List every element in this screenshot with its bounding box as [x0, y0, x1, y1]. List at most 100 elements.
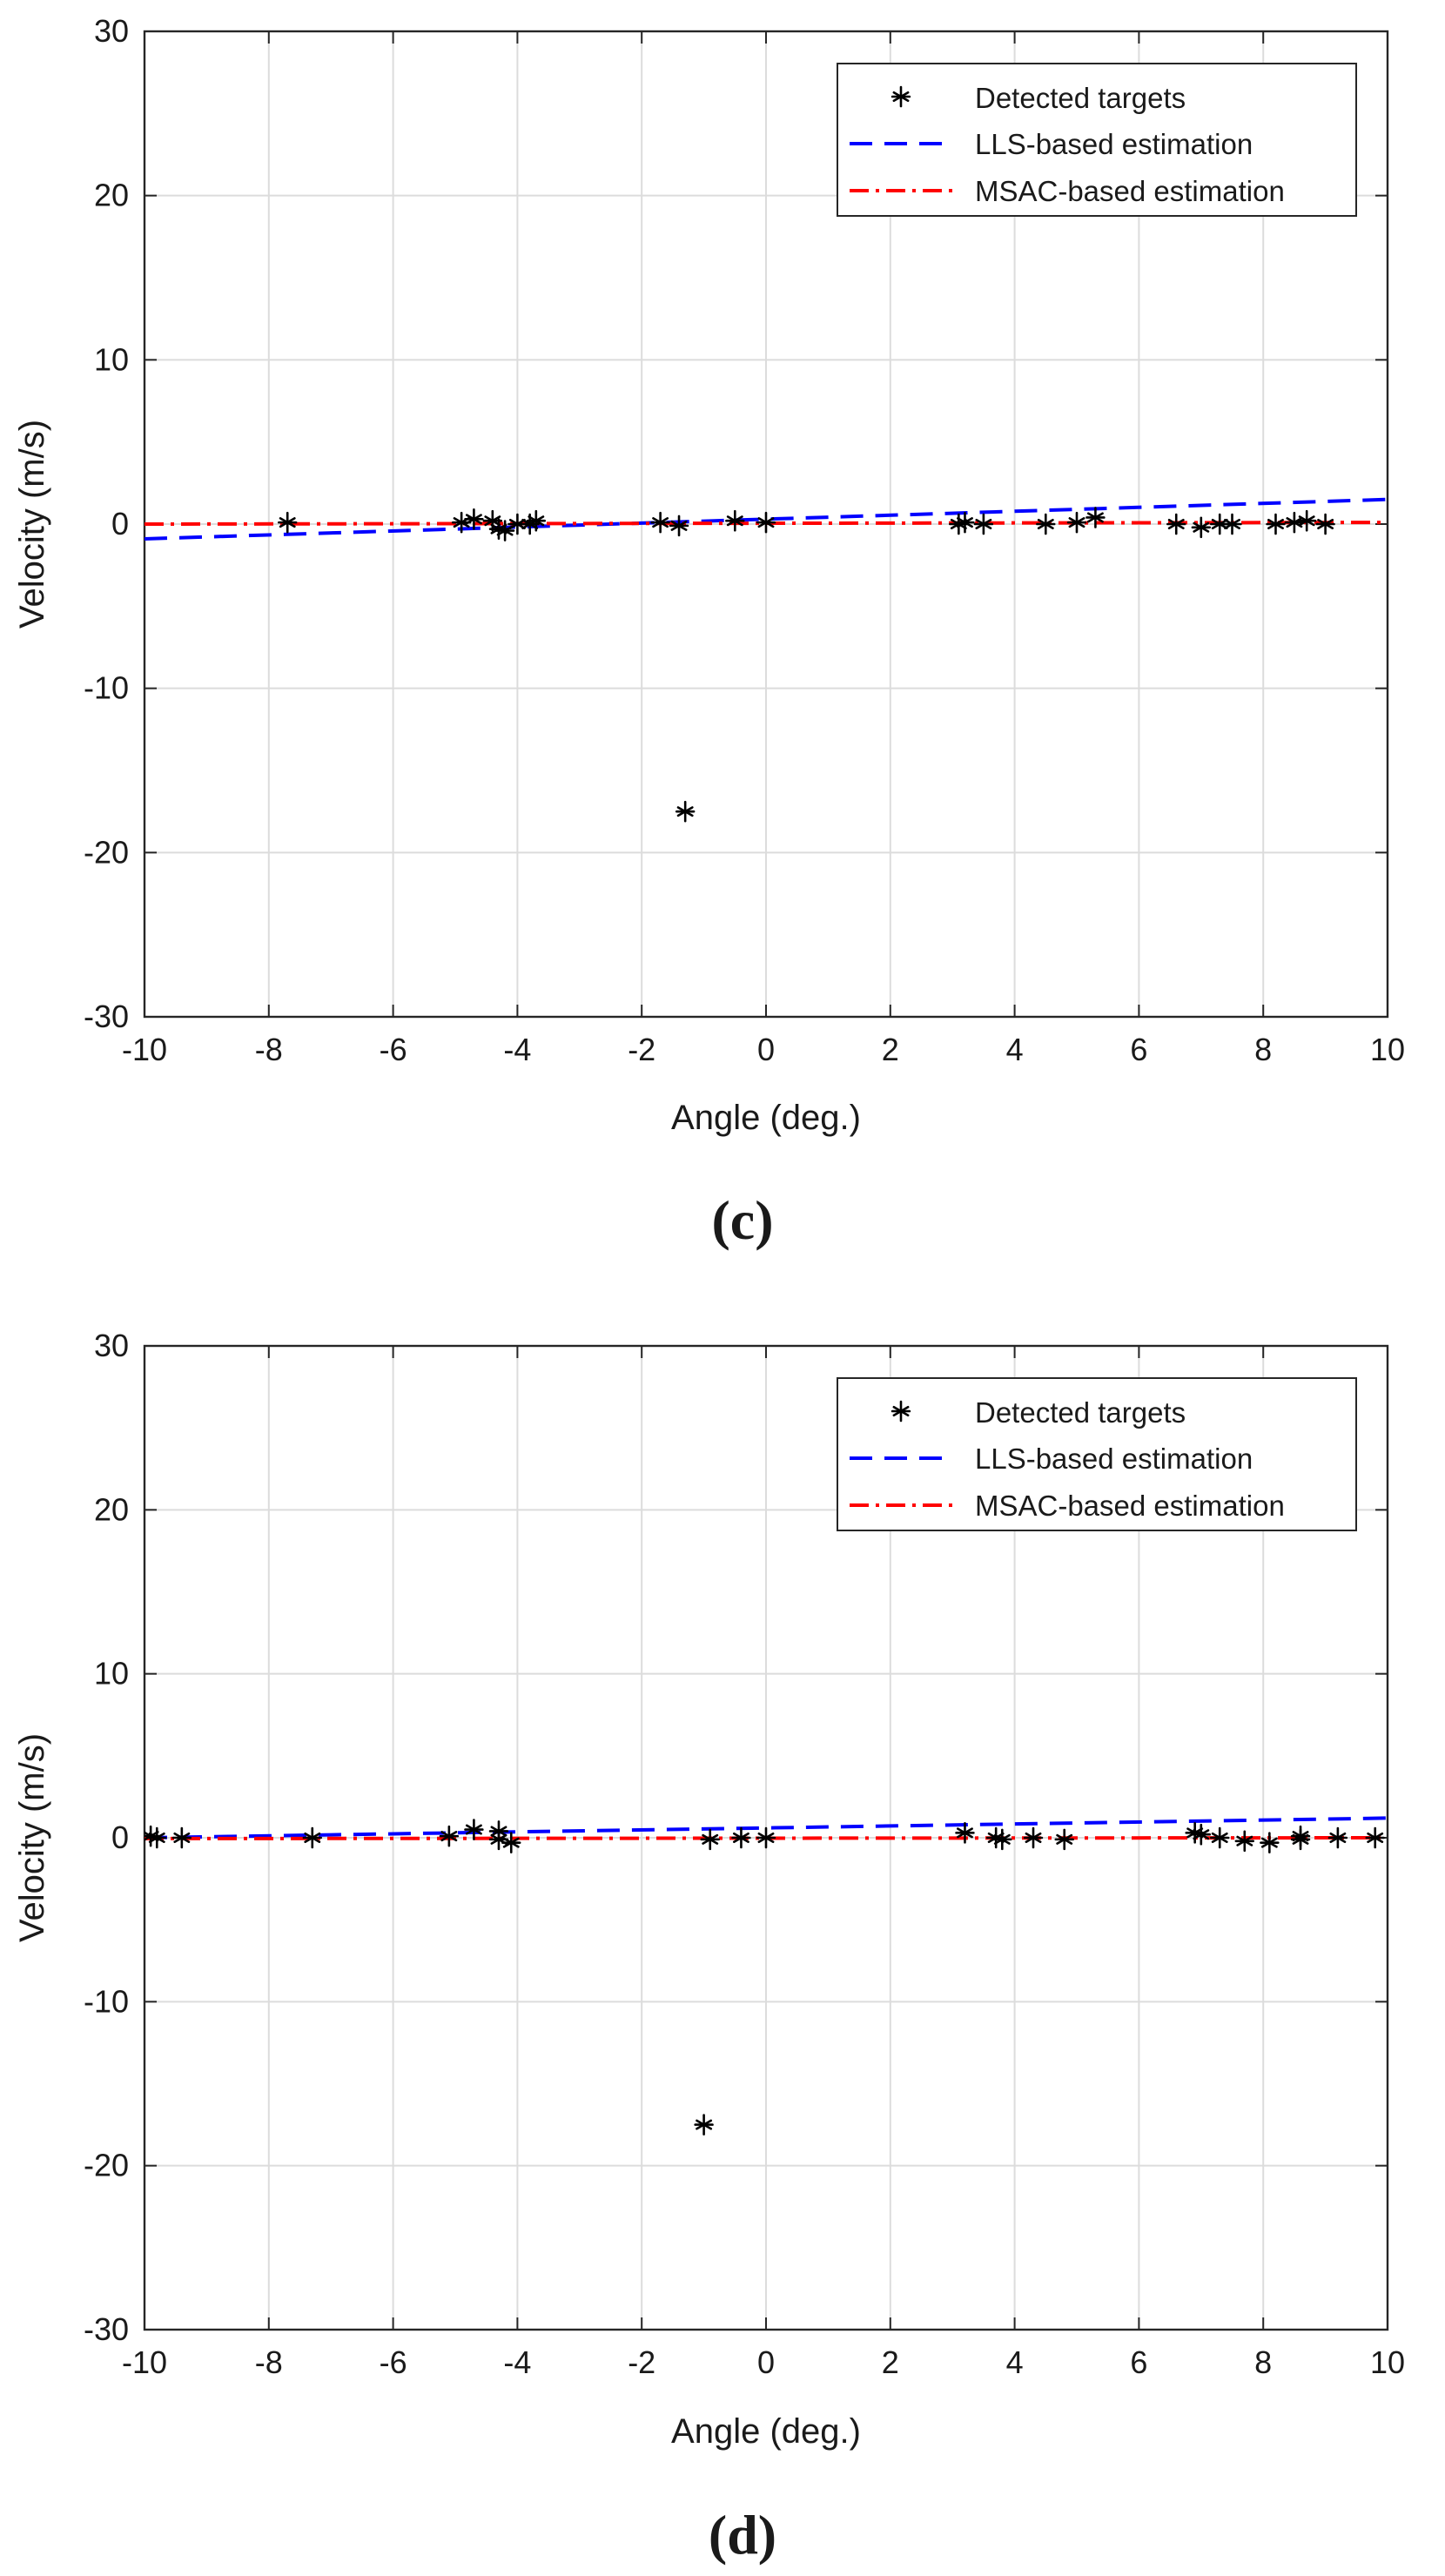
panel-label: (d) [709, 2504, 776, 2566]
data-point-marker [694, 2114, 714, 2135]
data-point-marker [1260, 1832, 1280, 1853]
x-tick-label: -6 [380, 1032, 407, 1067]
legend-label-lls: LLS-based estimation [975, 1443, 1253, 1475]
data-point-marker [973, 513, 994, 535]
legend-swatch-detected-targets [891, 1400, 911, 1423]
y-tick-label: 20 [94, 1491, 129, 1527]
data-point-marker [501, 1832, 521, 1853]
legend: Detected targets LLS-based estimation MS… [837, 1377, 1357, 1531]
legend-label-detected-targets: Detected targets [975, 82, 1186, 114]
data-point-marker [1036, 513, 1056, 535]
series-points-detected-targets [278, 507, 1335, 823]
data-point-marker [675, 800, 696, 823]
series-points-detected-targets [144, 1819, 1385, 2135]
legend: Detected targets LLS-based estimation MS… [837, 63, 1357, 217]
data-point-marker [464, 1819, 484, 1840]
y-tick-label: -20 [84, 2148, 129, 2183]
y-axis-label: Velocity (m/s) [13, 1733, 51, 1942]
x-tick-label: -10 [122, 2344, 167, 2380]
panel-label: (c) [711, 1189, 773, 1251]
x-tick-label: -8 [255, 2344, 283, 2380]
legend-label-detected-targets: Detected targets [975, 1396, 1186, 1429]
data-point-marker [1327, 1826, 1348, 1849]
x-tick-label: 8 [1254, 1032, 1272, 1067]
x-tick-label: -2 [628, 1032, 655, 1067]
x-tick-label: -4 [503, 2344, 531, 2380]
data-point-marker [1066, 511, 1087, 534]
x-tick-label: -4 [503, 1032, 531, 1067]
legend-label-msac: MSAC-based estimation [975, 1490, 1285, 1522]
y-tick-labels: -30 -20 -10 0 10 20 30 [84, 13, 129, 1034]
y-tick-label: 0 [111, 506, 129, 541]
data-point-marker [171, 1826, 192, 1849]
x-tick-labels: -10 -8 -6 -4 -2 0 2 4 6 8 10 [122, 1032, 1405, 1067]
x-tick-label: 6 [1130, 2344, 1147, 2380]
legend-label-msac: MSAC-based estimation [975, 175, 1285, 207]
x-tick-label: 4 [1006, 1032, 1024, 1067]
data-point-marker [725, 509, 745, 532]
data-point-marker [302, 1826, 322, 1849]
x-tick-label: 8 [1254, 2344, 1272, 2380]
data-point-marker [526, 509, 547, 532]
data-point-marker [1210, 1826, 1230, 1849]
y-axis-label: Velocity (m/s) [13, 420, 51, 629]
data-point-marker [1234, 1830, 1254, 1853]
data-point-marker [482, 509, 503, 532]
y-tick-label: -10 [84, 1983, 129, 2019]
y-tick-label: 10 [94, 1656, 129, 1692]
data-point-marker [650, 511, 670, 534]
x-tick-label: 10 [1370, 2344, 1405, 2380]
x-tick-label: 2 [882, 1032, 899, 1067]
data-point-marker [439, 1825, 460, 1847]
data-point-marker [731, 1826, 751, 1849]
plot-content [144, 1816, 1388, 2135]
x-tick-label: -6 [380, 2344, 407, 2380]
data-point-marker [464, 508, 484, 530]
y-tick-label: 30 [94, 1328, 129, 1363]
x-tick-label: 6 [1130, 1032, 1147, 1067]
data-point-marker [1365, 1826, 1385, 1849]
y-tick-label: -20 [84, 834, 129, 870]
data-point-marker [278, 511, 298, 534]
x-tick-label: 10 [1370, 1032, 1405, 1067]
data-point-marker [1222, 513, 1242, 535]
data-point-marker [1315, 513, 1335, 535]
x-tick-label: -8 [255, 1032, 283, 1067]
y-tick-label: -30 [84, 2311, 129, 2347]
x-tick-label: 0 [757, 2344, 775, 2380]
y-tick-label: 10 [94, 341, 129, 377]
data-point-marker [1166, 513, 1186, 535]
plot-content [144, 497, 1388, 823]
x-axis-label: Angle (deg.) [671, 1099, 861, 1137]
data-point-marker [955, 1822, 975, 1844]
x-axis-label: Angle (deg.) [671, 2412, 861, 2451]
data-point-marker [700, 1828, 720, 1851]
data-point-marker [756, 1826, 776, 1849]
x-tick-label: -2 [628, 2344, 655, 2380]
x-tick-label: -10 [122, 1032, 167, 1067]
legend-label-lls: LLS-based estimation [975, 128, 1253, 160]
data-point-marker [669, 515, 689, 537]
y-tick-label: 30 [94, 13, 129, 49]
y-tick-label: 20 [94, 178, 129, 213]
data-point-marker [955, 511, 975, 534]
y-tick-label: 0 [111, 1819, 129, 1855]
data-point-marker [147, 1826, 167, 1849]
data-point-marker [1054, 1828, 1074, 1851]
x-tick-label: 4 [1006, 2344, 1024, 2380]
y-tick-label: -30 [84, 999, 129, 1034]
data-point-marker [1191, 1823, 1211, 1846]
data-point-marker [1266, 513, 1286, 535]
data-point-marker [992, 1828, 1012, 1851]
y-tick-label: -10 [84, 670, 129, 706]
legend-marker-asterisk [891, 85, 911, 108]
data-point-marker [1290, 1828, 1311, 1851]
x-tick-labels: -10 -8 -6 -4 -2 0 2 4 6 8 10 [122, 2344, 1405, 2380]
data-point-marker [1296, 509, 1317, 532]
data-point-marker [1191, 516, 1211, 539]
y-tick-labels: -30 -20 -10 0 10 20 30 [84, 1328, 129, 2347]
data-point-marker [756, 511, 776, 534]
